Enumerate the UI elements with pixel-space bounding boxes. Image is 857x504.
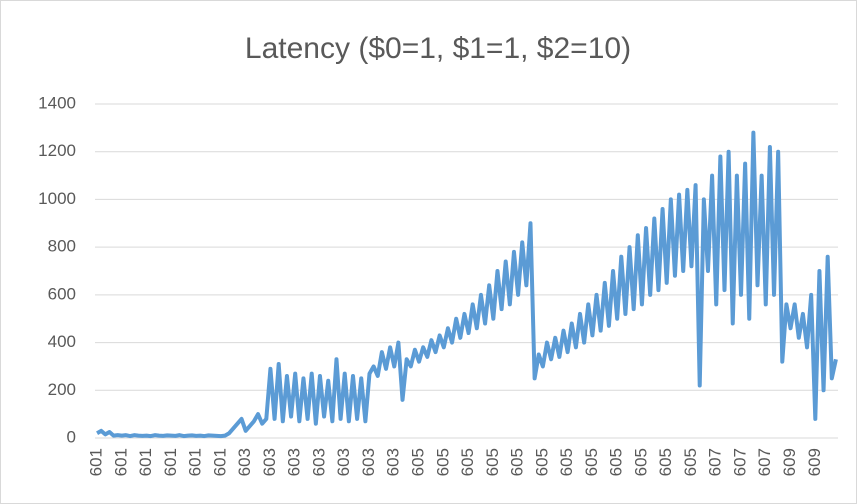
x-tick-label: 601 <box>111 448 130 476</box>
chart-title: Latency ($0=1, $1=1, $2=10) <box>245 32 631 65</box>
x-tick-label: 601 <box>210 448 229 476</box>
x-tick-label: 601 <box>87 448 106 476</box>
y-tick-label: 1400 <box>38 93 76 112</box>
y-tick-label: 400 <box>48 332 76 351</box>
x-tick-label: 607 <box>755 448 774 476</box>
x-tick-label: 607 <box>730 448 749 476</box>
y-tick-label: 600 <box>48 284 76 303</box>
x-tick-label: 609 <box>805 448 824 476</box>
x-tick-label: 603 <box>285 448 304 476</box>
x-tick-label: 605 <box>508 448 527 476</box>
x-tick-label: 605 <box>483 448 502 476</box>
x-tick-label: 605 <box>582 448 601 476</box>
x-tick-label: 605 <box>656 448 675 476</box>
x-tick-label: 609 <box>780 448 799 476</box>
x-tick-label: 603 <box>260 448 279 476</box>
x-tick-label: 601 <box>161 448 180 476</box>
x-tick-label: 603 <box>359 448 378 476</box>
y-tick-label: 200 <box>48 380 76 399</box>
y-tick-label: 800 <box>48 237 76 256</box>
x-tick-label: 605 <box>607 448 626 476</box>
x-tick-label: 603 <box>235 448 254 476</box>
line <box>96 130 838 439</box>
x-tick-label: 603 <box>334 448 353 476</box>
x-tick-label: 605 <box>409 448 428 476</box>
x-tick-label: 605 <box>557 448 576 476</box>
x-tick-label: 603 <box>384 448 403 476</box>
y-tick-label: 1000 <box>38 189 76 208</box>
x-tick-label: 603 <box>309 448 328 476</box>
x-tick-label: 605 <box>681 448 700 476</box>
x-tick-label: 607 <box>706 448 725 476</box>
x-tick-label: 605 <box>458 448 477 476</box>
y-tick-label: 1200 <box>38 141 76 160</box>
x-tick-label: 605 <box>631 448 650 476</box>
x-tick-label: 605 <box>433 448 452 476</box>
x-tick-label: 601 <box>186 448 205 476</box>
y-tick-label: 0 <box>67 427 76 446</box>
x-tick-label: 601 <box>136 448 155 476</box>
x-tick-label: 605 <box>532 448 551 476</box>
